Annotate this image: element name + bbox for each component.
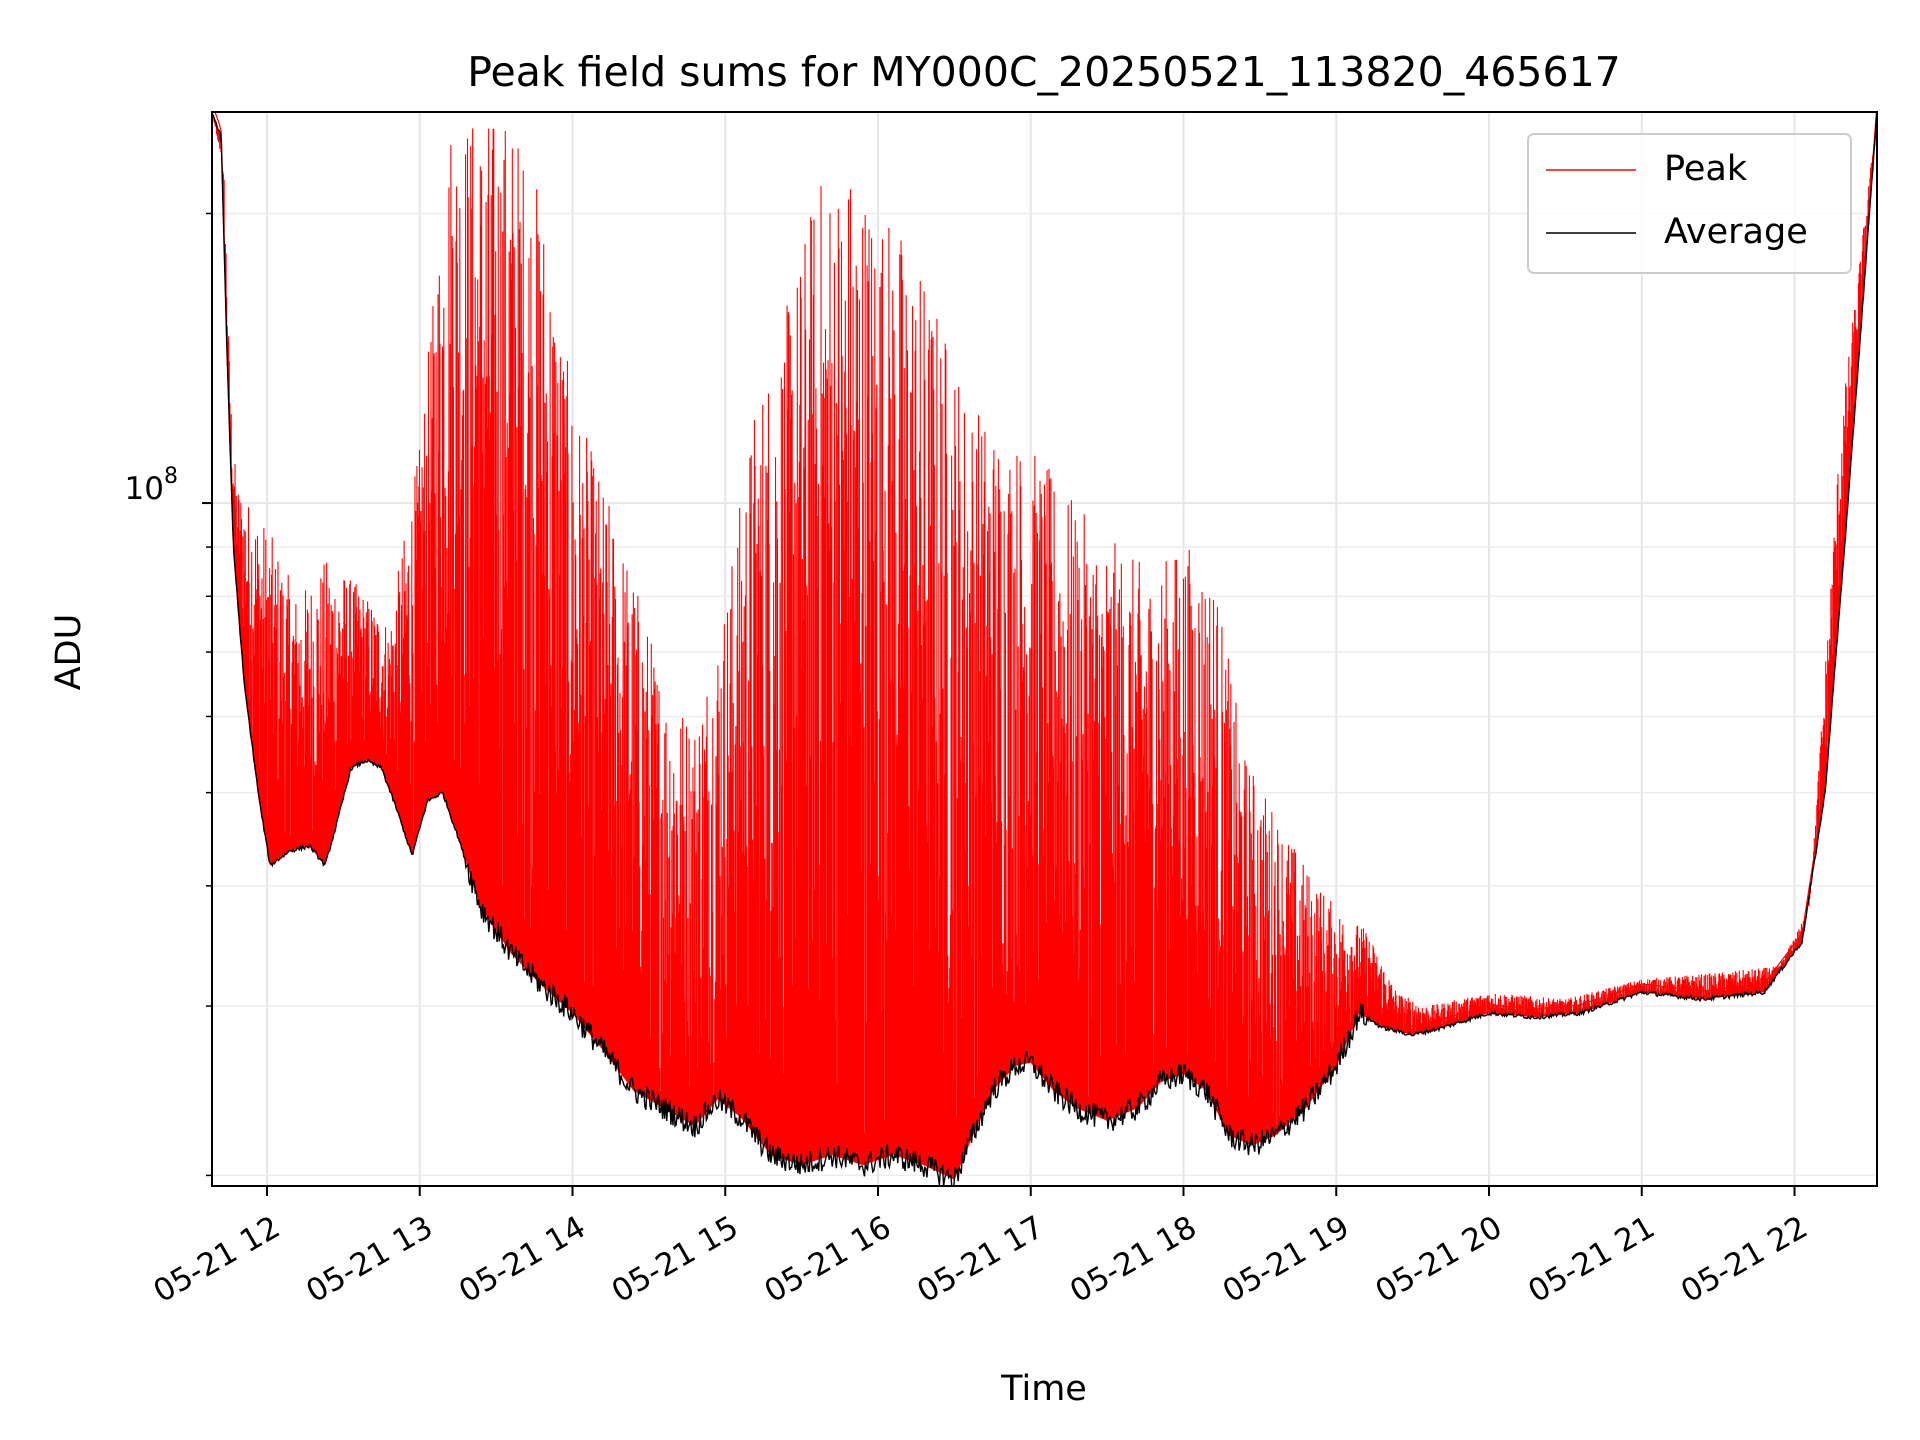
x-tick-label: 05-21 16 xyxy=(758,1209,897,1310)
x-tick-label: 05-21 14 xyxy=(453,1209,592,1310)
peak-series-line xyxy=(214,112,1877,1172)
x-tick-label: 05-21 13 xyxy=(300,1209,439,1310)
x-tick-label: 05-21 17 xyxy=(911,1209,1050,1310)
legend-label-average: Average xyxy=(1664,212,1808,252)
y-major-tick-label: 108 xyxy=(125,464,178,507)
y-axis-ticks xyxy=(202,212,212,1177)
plot-frame xyxy=(211,111,1878,1187)
x-tick-label: 05-21 18 xyxy=(1064,1209,1203,1310)
chart-title: Peak field sums for MY000C_20250521_1138… xyxy=(467,48,1621,96)
legend-label-peak: Peak xyxy=(1664,149,1748,189)
average-series-line xyxy=(212,112,1877,1186)
x-axis-ticks: 05-21 12 05-21 13 05-21 14 05-21 15 05-21 16… xyxy=(147,1186,1814,1310)
peak-series-spikes xyxy=(212,113,1877,1180)
legend-box xyxy=(1527,133,1852,274)
x-tick-label: 05-21 22 xyxy=(1675,1209,1814,1310)
y-tick-base: 10 xyxy=(125,471,164,507)
peak-spike-path xyxy=(212,113,1877,1180)
x-tick-label: 05-21 12 xyxy=(147,1209,286,1310)
x-axis-label: Time xyxy=(1000,1369,1087,1409)
x-tick-label: 05-21 19 xyxy=(1217,1209,1356,1310)
x-tick-label: 05-21 21 xyxy=(1522,1209,1661,1310)
x-tick-label: 05-21 20 xyxy=(1369,1209,1508,1310)
x-tick-label: 05-21 15 xyxy=(606,1209,745,1310)
y-axis-label: ADU xyxy=(49,614,89,691)
y-tick-exponent: 8 xyxy=(164,464,178,489)
legend: Peak Average xyxy=(1527,133,1852,274)
